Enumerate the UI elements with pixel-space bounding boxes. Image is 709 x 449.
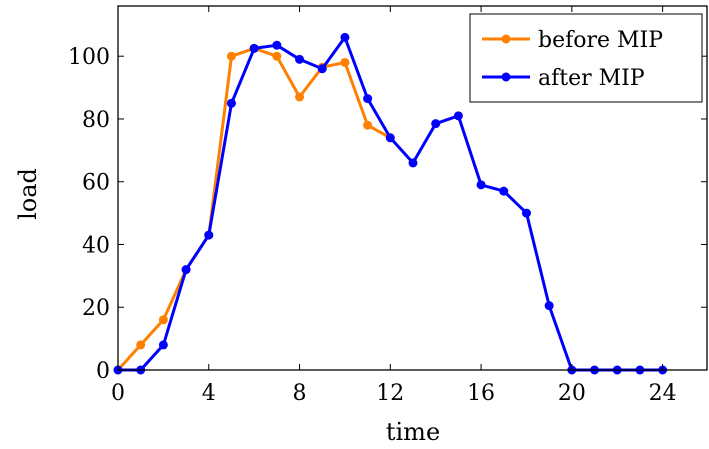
x-tick-label: 16 xyxy=(467,381,495,406)
series-1-point xyxy=(340,32,350,42)
y-tick-label: 20 xyxy=(82,296,110,321)
legend-swatch-marker xyxy=(501,72,511,82)
y-tick-label: 0 xyxy=(96,359,110,384)
x-tick-label: 24 xyxy=(649,381,677,406)
y-tick-label: 40 xyxy=(82,233,110,258)
series-0-point xyxy=(272,51,282,61)
x-axis-label: time xyxy=(386,418,440,446)
x-tick-label: 4 xyxy=(202,381,216,406)
series-1-point xyxy=(181,265,191,275)
legend-entry-0: before MIP xyxy=(482,28,663,53)
series-line-0 xyxy=(116,46,392,372)
legend: before MIP after MIP xyxy=(469,13,703,103)
plot-area-frame xyxy=(117,5,708,371)
series-1-point xyxy=(544,301,554,311)
legend-swatch-marker xyxy=(501,34,511,44)
series-1-point xyxy=(476,180,486,190)
series-0-point xyxy=(363,120,373,130)
series-1-point xyxy=(499,186,509,196)
legend-box xyxy=(469,13,703,103)
series-1-point xyxy=(226,98,236,108)
series-1-point xyxy=(295,54,305,64)
y-tick-label: 80 xyxy=(82,108,110,133)
series-1-point xyxy=(408,158,418,168)
legend-label: before MIP xyxy=(538,28,663,53)
tick-layer: 0 4 8 12 16 20 24 0 20 40 60 80 100 xyxy=(68,6,707,406)
series-0-point xyxy=(340,57,350,67)
series-1-point xyxy=(363,94,373,104)
series-1-point xyxy=(521,208,531,218)
y-axis-label: load xyxy=(14,168,42,220)
series-1-point xyxy=(204,230,214,240)
series-1-point xyxy=(385,133,395,143)
x-tick-label: 0 xyxy=(111,381,125,406)
series-0-point xyxy=(136,340,146,350)
y-tick-label: 60 xyxy=(82,171,110,196)
series-0-point xyxy=(226,51,236,61)
x-tick-label: 8 xyxy=(293,381,307,406)
legend-entry-1: after MIP xyxy=(482,66,645,91)
x-tick-label: 20 xyxy=(558,381,586,406)
series-0-point xyxy=(295,92,305,102)
legend-entries: before MIP after MIP xyxy=(482,28,663,91)
series-1-point xyxy=(431,119,441,129)
series-1-point xyxy=(453,111,463,121)
series-1-point xyxy=(317,64,327,74)
series-1-point xyxy=(249,43,259,53)
y-tick-label: 100 xyxy=(68,45,110,70)
series-0-point xyxy=(158,315,168,325)
legend-label: after MIP xyxy=(538,66,645,91)
series-1-point xyxy=(272,40,282,50)
x-tick-label: 12 xyxy=(376,381,404,406)
series-1-point xyxy=(158,340,168,350)
